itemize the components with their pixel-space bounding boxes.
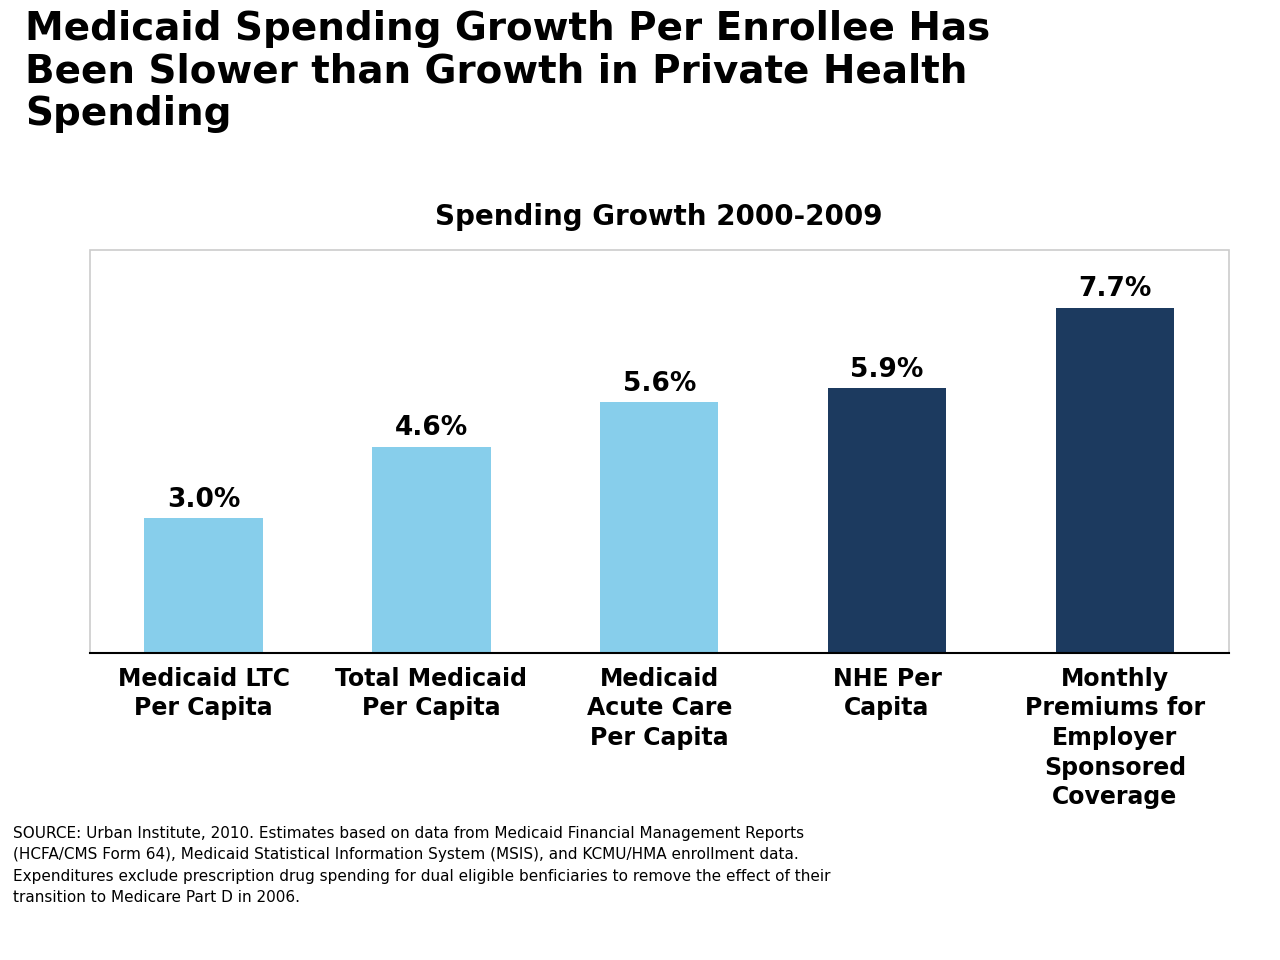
Text: 3.0%: 3.0% bbox=[166, 487, 241, 513]
Title: Spending Growth 2000-2009: Spending Growth 2000-2009 bbox=[435, 203, 883, 230]
Text: 7.7%: 7.7% bbox=[1078, 276, 1152, 302]
Text: THE HENRY J: THE HENRY J bbox=[1138, 855, 1211, 866]
Text: 4.6%: 4.6% bbox=[394, 416, 468, 442]
Text: KAISER: KAISER bbox=[1129, 878, 1220, 899]
Text: 5.6%: 5.6% bbox=[622, 371, 696, 396]
Text: SOURCE: Urban Institute, 2010. Estimates based on data from Medicaid Financial M: SOURCE: Urban Institute, 2010. Estimates… bbox=[13, 826, 831, 905]
Text: 5.9%: 5.9% bbox=[850, 357, 924, 383]
Text: FOUNDATION: FOUNDATION bbox=[1138, 934, 1211, 944]
Text: Medicaid Spending Growth Per Enrollee Has
Been Slower than Growth in Private Hea: Medicaid Spending Growth Per Enrollee Ha… bbox=[26, 10, 991, 132]
Bar bbox=[90, 250, 1229, 653]
Bar bbox=[1056, 308, 1174, 653]
Bar bbox=[372, 446, 490, 653]
Bar bbox=[828, 389, 946, 653]
Bar bbox=[145, 518, 262, 653]
Bar bbox=[600, 402, 718, 653]
Text: FAMILY: FAMILY bbox=[1139, 904, 1210, 923]
